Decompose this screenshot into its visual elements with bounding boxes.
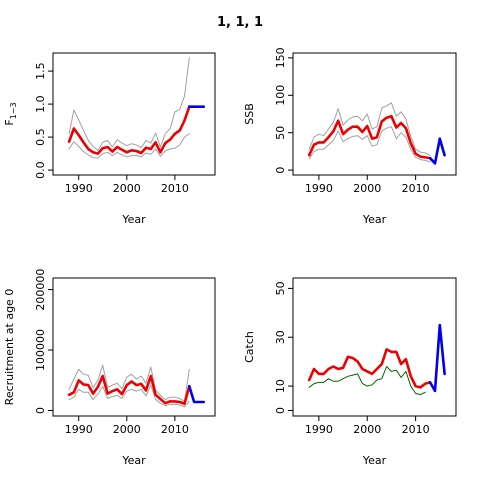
series-line-estimate [67,374,191,406]
y-tick-label: 100000 [34,329,47,371]
y-axis-label: SSB [243,103,256,125]
y-axis-label-text: SSB [243,103,256,125]
y-axis-label-subscript: 1−3 [9,102,18,119]
x-tick-label: 2010 [402,423,430,436]
x-axis-label: Year [362,454,387,467]
series-line-upper [68,57,190,151]
series-line-projection [428,323,446,393]
x-tick-label: 2010 [161,182,189,195]
x-tick-label: 2010 [402,182,430,195]
y-tick-label: 200000 [34,269,47,311]
series-line-lower [308,126,431,163]
x-tick-label: 2010 [161,423,189,436]
x-axis-label: Year [121,213,146,226]
x-tick-label: 1990 [305,182,333,195]
y-axis-label-text: Recruitment at age 0 [3,289,16,406]
x-tick-label: 2000 [113,423,141,436]
plot-frame [52,277,216,417]
y-tick-label: 0 [274,407,287,414]
series-line-lower [68,133,190,159]
series-line-estimate [307,114,432,160]
y-tick-label: 30 [274,330,287,344]
series-line-upper [308,102,431,156]
series-line-lower [68,384,190,408]
x-tick-label: 2000 [113,182,141,195]
plot-frame [292,277,457,417]
y-tick-label: 0 [274,167,287,174]
figure-title: 1, 1, 1 [217,15,263,30]
x-tick-label: 1990 [65,423,93,436]
y-tick-label: 50 [274,126,287,140]
series-line-estimate [67,105,191,155]
y-axis-label-text: Catch [243,331,256,363]
y-tick-label: 0 [34,407,47,414]
y-axis-label: Catch [243,331,256,363]
panel-1: 1990 2000 2010 0.0 0.5 1.0 1.5 Year F1−3 [3,52,216,226]
y-tick-label: 1.5 [34,62,47,80]
series-line-observed [308,366,426,396]
y-axis-label: F1−3 [3,102,18,125]
y-tick-label: 1.0 [34,95,47,113]
series-line-projection [428,137,446,165]
x-axis-label: Year [121,454,146,467]
x-tick-label: 2000 [353,423,381,436]
y-tick-label: 100 [274,85,287,106]
y-tick-label: 0.0 [34,161,47,179]
x-tick-label: 1990 [305,423,333,436]
series-line-projection [188,384,205,404]
panels: 1990 2000 2010 0.0 0.5 1.0 1.5 Year F1−3 1990 2000… [3,47,457,467]
y-axis-label-text: F [3,119,16,125]
plot-frame [52,52,216,176]
x-tick-label: 1990 [65,182,93,195]
panel-2: 1990 2000 2010 0 50 100 150 Year SSB [243,47,457,226]
x-axis-label: Year [362,213,387,226]
panel-4: 1990 2000 2010 0 10 30 50 Year Catch [243,277,457,467]
series-line-upper [68,364,190,402]
plot-frame [292,52,457,176]
y-tick-label: 10 [274,379,287,393]
y-axis-label: Recruitment at age 0 [3,289,16,406]
y-tick-label: 150 [274,47,287,68]
y-tick-label: 50 [274,281,287,295]
series-line-estimate [307,348,432,389]
x-tick-label: 2000 [353,182,381,195]
y-tick-label: 0.5 [34,128,47,146]
panel-3: 1990 2000 2010 0 100000 200000 Year Recruitment… [3,269,216,467]
